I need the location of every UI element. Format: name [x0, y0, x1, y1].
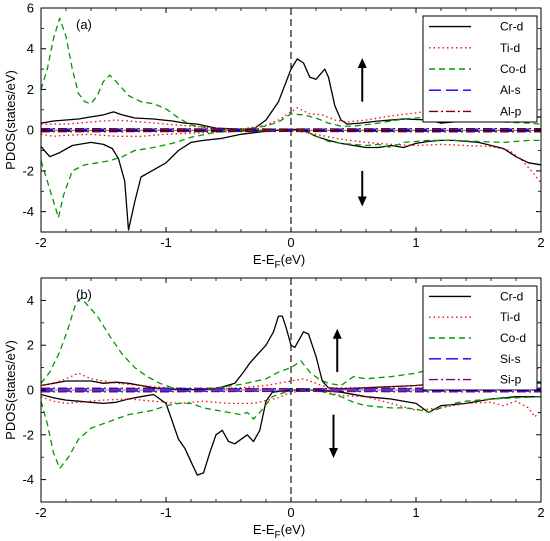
x-tick-label: -1: [160, 505, 172, 520]
series-line-ti-d-up: [41, 107, 541, 130]
x-tick-label: 0: [287, 505, 294, 520]
spin-down-arrow-head: [329, 447, 338, 458]
series-line-co-d-down: [41, 389, 541, 470]
y-tick-label: 6: [27, 1, 34, 16]
x-axis-title: E-EF(eV): [253, 522, 305, 541]
x-tick-label: -2: [35, 505, 47, 520]
x-axis-title-unit: (eV): [281, 522, 306, 537]
y-tick-label: 2: [27, 338, 34, 353]
y-tick-label: 0: [27, 123, 34, 138]
spin-up-arrow-head: [357, 57, 367, 68]
spin-down-arrow-head: [357, 196, 367, 207]
series-line-si-p-down: [41, 390, 541, 393]
legend-label-al-p: Al-p: [500, 104, 522, 118]
y-tick-label: 4: [27, 41, 34, 56]
legend-label-co-d: Co-d: [500, 62, 526, 76]
x-axis-title-sub: F: [275, 260, 281, 271]
legend-label-ti-d: Ti-d: [500, 41, 520, 55]
panel-label: (a): [76, 17, 92, 32]
series-line-co-d-up: [41, 297, 541, 390]
panel-a-chart: -2 -1 0 1 2 -4 -2 0 2 4 6 E-EF(eV) PDOS(states/eV) (a…: [3, 1, 545, 272]
legend-label-cr-d: Cr-d: [500, 20, 523, 34]
y-axis-title: PDOS(states/eV): [3, 70, 18, 170]
y-tick-label: -4: [22, 204, 34, 219]
x-tick-label: 2: [537, 505, 544, 520]
x-axis-title-sub: F: [275, 530, 281, 541]
legend: Cr-d Ti-d Co-d Si-s Si-p: [422, 285, 538, 391]
legend: Cr-d Ti-d Co-d Al-s Al-p: [422, 15, 538, 123]
y-tick-label: 4: [27, 293, 34, 308]
series-line-co-d-up: [41, 17, 541, 131]
x-tick-label: 2: [537, 235, 544, 250]
legend-label-ti-d: Ti-d: [500, 310, 520, 324]
x-axis-title: E-EF(eV): [253, 252, 305, 271]
x-axis-title-main: E-E: [253, 252, 275, 267]
y-tick-label: -4: [22, 472, 34, 487]
legend-label-co-d: Co-d: [500, 331, 526, 345]
series-line-cr-d-down: [41, 389, 541, 476]
x-axis-title-main: E-E: [253, 522, 275, 537]
legend-label-al-s: Al-s: [500, 83, 521, 97]
series-group: [41, 17, 541, 231]
y-tick-label: -2: [22, 427, 34, 442]
legend-label-si-s: Si-s: [500, 352, 521, 366]
panel-b-chart: -2 -1 0 1 2 -4 -2 0 2 4 E-EF(eV) PDOS(states/eV) (b)…: [3, 277, 545, 541]
x-tick-label: -2: [35, 235, 47, 250]
y-tick-label: 2: [27, 82, 34, 97]
series-line-ti-d-down: [41, 129, 541, 184]
panel-label: (b): [76, 287, 92, 302]
legend-label-si-p: Si-p: [500, 373, 522, 387]
legend-label-cr-d: Cr-d: [500, 289, 523, 303]
series-line-co-d-down: [41, 128, 541, 219]
x-axis-title-unit: (eV): [281, 252, 306, 267]
x-tick-label: 0: [287, 235, 294, 250]
spin-up-arrow-head: [332, 328, 342, 339]
y-tick-label: 0: [27, 383, 34, 398]
x-tick-label: 1: [412, 505, 419, 520]
x-tick-label: -1: [160, 235, 172, 250]
y-tick-label: -2: [22, 163, 34, 178]
x-tick-label: 1: [412, 235, 419, 250]
y-axis-title: PDOS(states/eV): [3, 340, 18, 440]
